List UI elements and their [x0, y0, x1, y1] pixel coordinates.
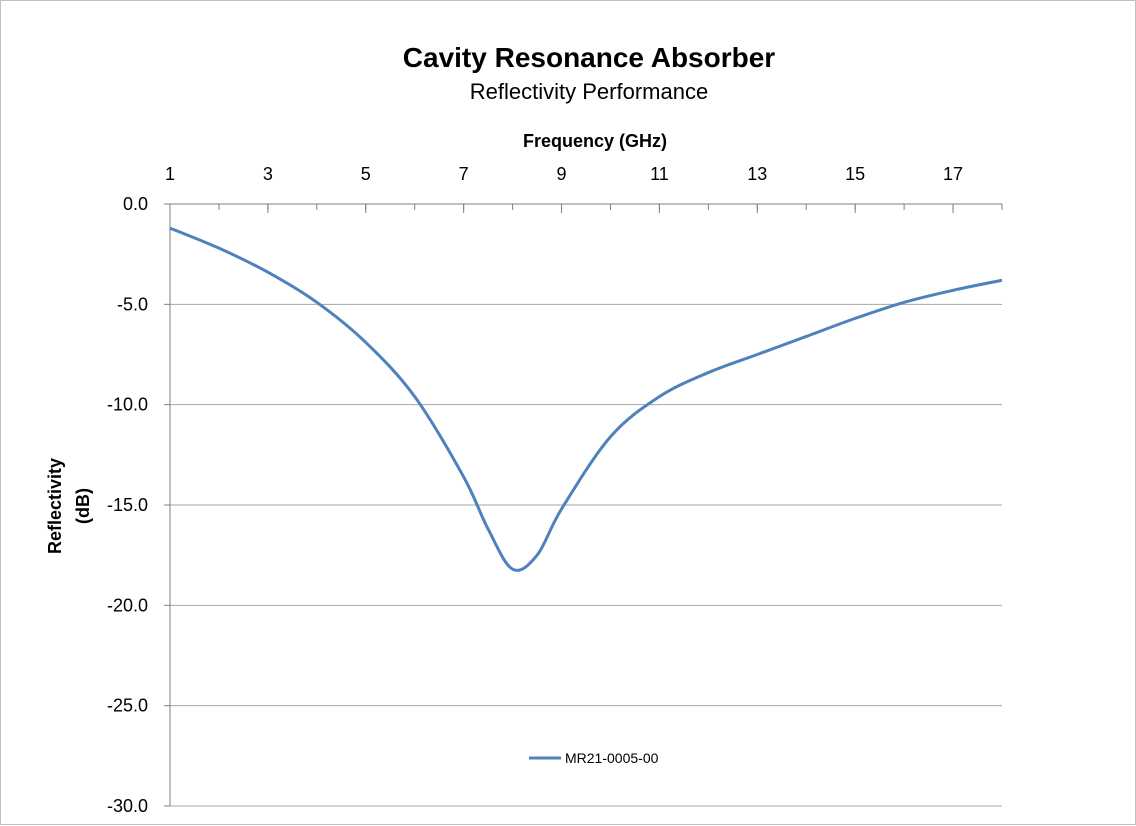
chart-subtitle: Reflectivity Performance	[470, 79, 708, 104]
series-line	[169, 226, 1003, 572]
x-tick-label: 7	[459, 164, 469, 184]
x-tick-label: 17	[943, 164, 963, 184]
axes	[164, 203, 1003, 807]
y-axis-title-line-1: Reflectivity	[45, 458, 65, 554]
y-tick-label: -25.0	[107, 696, 148, 716]
tick-labels: 0.0-5.0-10.0-15.0-20.0-25.0-30.01 3 5 7 9 11 1…	[107, 164, 963, 816]
y-axis-title-line-2: (dB)	[73, 488, 93, 524]
y-tick-label: -30.0	[107, 796, 148, 816]
x-tick-label: 9	[557, 164, 567, 184]
y-tick-label: 0.0	[123, 194, 148, 214]
x-tick-label: 3	[263, 164, 273, 184]
y-tick-label: -5.0	[117, 294, 148, 314]
legend: MR21-0005-00	[529, 750, 659, 766]
x-tick-label: 13	[747, 164, 767, 184]
x-tick-label: 15	[845, 164, 865, 184]
series-group	[169, 226, 1003, 572]
y-tick-label: -20.0	[107, 595, 148, 615]
x-tick-label: 1	[165, 164, 175, 184]
y-axis-title: Reflectivity (dB)	[45, 458, 93, 554]
x-tick-label: 11	[650, 164, 669, 184]
y-tick-label: -10.0	[107, 395, 148, 415]
legend-entry: MR21-0005-00	[565, 750, 659, 766]
x-axis-title: Frequency (GHz)	[523, 131, 667, 151]
chart-title: Cavity Resonance Absorber	[403, 42, 776, 73]
y-tick-label: -15.0	[107, 495, 148, 515]
gridlines	[170, 303, 1002, 807]
x-tick-label: 5	[361, 164, 371, 184]
